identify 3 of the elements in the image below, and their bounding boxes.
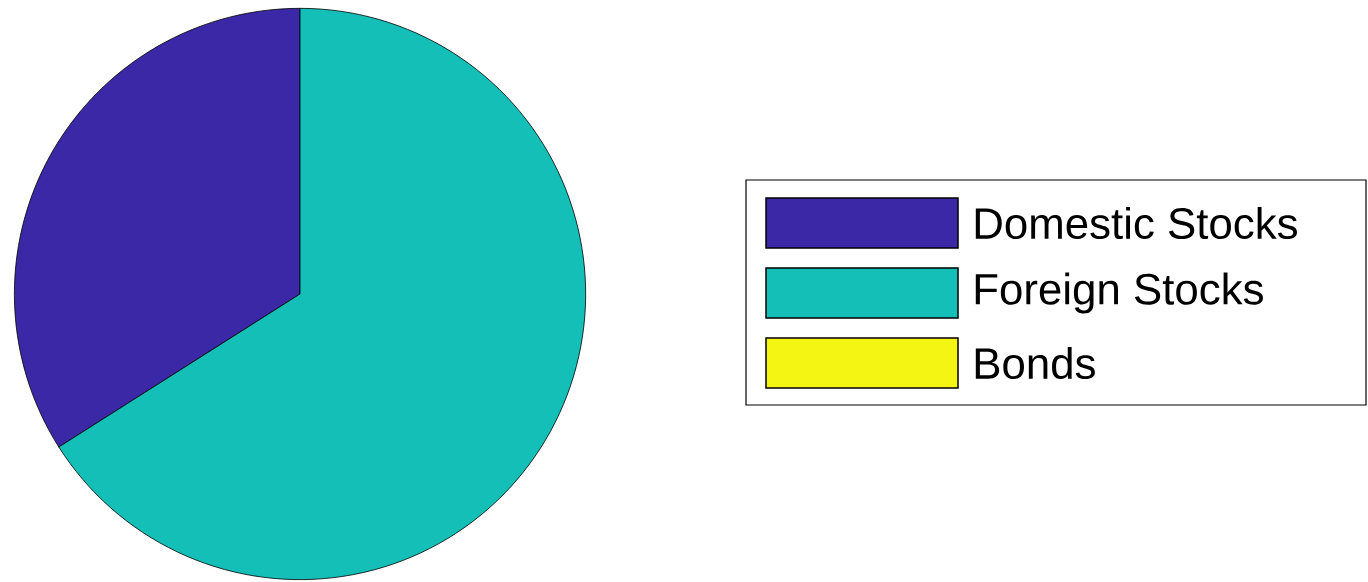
legend-label: Bonds bbox=[975, 346, 1095, 380]
legend-label: Foreign Stocks bbox=[975, 272, 1263, 314]
legend-label: Domestic Stocks bbox=[975, 206, 1297, 240]
